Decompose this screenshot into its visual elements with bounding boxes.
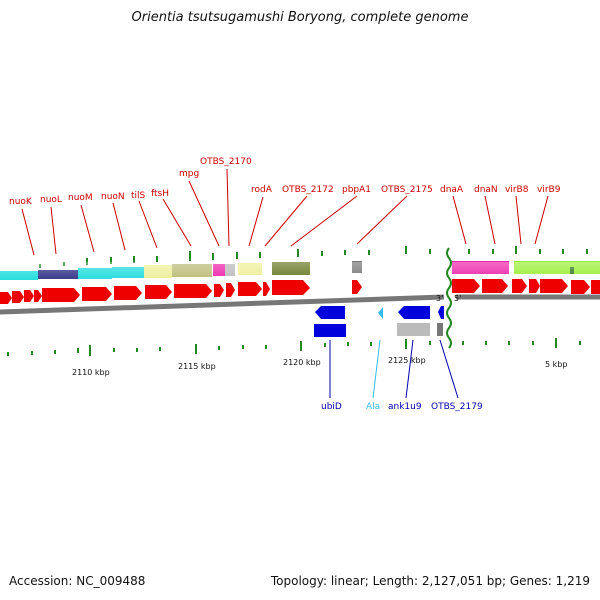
forward-cds-track	[0, 279, 600, 304]
gene-label-ank1u9[interactable]: ank1u9	[388, 402, 422, 412]
reverse-cds-track	[314, 306, 444, 337]
gene-label-OTBS_2170[interactable]: OTBS_2170	[200, 157, 252, 167]
map-title: Orientia tsutsugamushi Boryong, complete…	[131, 10, 469, 25]
gene-label-rodA[interactable]: rodA	[251, 185, 273, 195]
scale-label: 2125 kbp	[388, 356, 426, 365]
cog-track	[0, 261, 600, 282]
gene-label-tilS[interactable]: tilS	[131, 191, 146, 201]
gene-label-Ala[interactable]: Ala	[366, 402, 380, 412]
scale-label: 5 kbp	[545, 360, 567, 369]
scale-label: 2115 kbp	[178, 362, 216, 371]
gene-label-dnaN[interactable]: dnaN	[474, 185, 498, 195]
gene-label-nuoN[interactable]: nuoN	[101, 192, 125, 202]
scale-label: 2110 kbp	[72, 368, 110, 377]
top-label-leaders	[21, 168, 549, 256]
bottom-gene-labels: ubiD Ala ank1u9 OTBS_2179	[321, 402, 483, 412]
gene-label-OTBS_2175[interactable]: OTBS_2175	[381, 185, 433, 195]
gene-label-nuoK[interactable]: nuoK	[9, 197, 33, 207]
accession-label: Accession: NC_009488	[9, 574, 146, 588]
gene-label-pbpA1[interactable]: pbpA1	[342, 185, 371, 195]
gene-label-virB9[interactable]: virB9	[537, 185, 561, 195]
scale-labels: 2110 kbp 2115 kbp 2120 kbp 2125 kbp 5 kb…	[72, 356, 567, 377]
gene-label-nuoM[interactable]: nuoM	[68, 193, 93, 203]
top-gene-labels: nuoK nuoL nuoM nuoN tilS ftsH mpg OTBS_2…	[9, 157, 561, 207]
backbone-left	[0, 294, 445, 315]
five-prime-marker: 5'	[454, 294, 461, 303]
bottom-label-leaders	[329, 339, 459, 399]
gene-label-nuoL[interactable]: nuoL	[40, 195, 62, 205]
scale-label: 2120 kbp	[283, 358, 321, 367]
bottom-ticks	[7, 338, 581, 356]
gene-label-virB8[interactable]: virB8	[505, 185, 529, 195]
gene-label-mpg[interactable]: mpg	[179, 169, 199, 179]
gene-label-ubiD[interactable]: ubiD	[321, 402, 342, 412]
gene-label-dnaA[interactable]: dnaA	[440, 185, 464, 195]
gene-label-ftsH[interactable]: ftsH	[151, 189, 169, 199]
genome-summary: Topology: linear; Length: 2,127,051 bp; …	[270, 574, 590, 588]
circular-junction	[446, 247, 452, 349]
three-prime-marker: 3'	[436, 294, 443, 303]
gene-label-OTBS_2172[interactable]: OTBS_2172	[282, 185, 334, 195]
gene-label-OTBS_2179[interactable]: OTBS_2179	[431, 402, 483, 412]
